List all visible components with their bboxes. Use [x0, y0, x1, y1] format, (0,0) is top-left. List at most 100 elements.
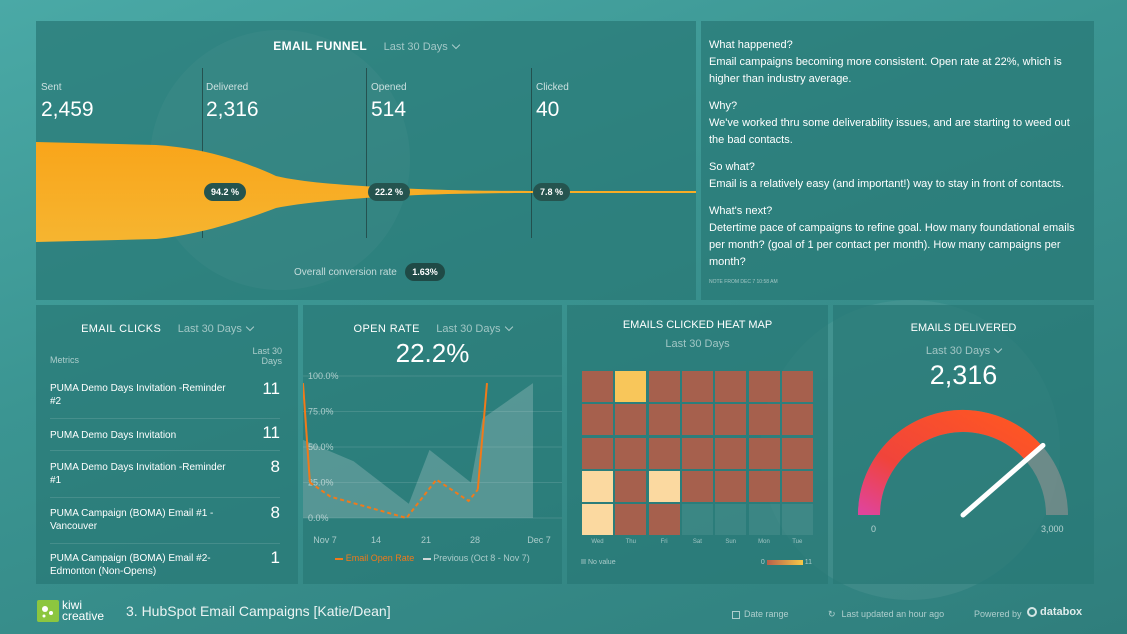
- heatmap-cell[interactable]: [648, 470, 680, 502]
- note-question: What's next?: [709, 205, 773, 217]
- y-tick-label: 25.0%: [308, 478, 334, 488]
- open-rate-range-select[interactable]: Last 30 Days: [436, 322, 513, 335]
- row-name: PUMA Demo Days Invitation -Reminder #1: [50, 462, 226, 486]
- clicks-title: EMAIL CLICKS: [81, 323, 162, 335]
- gauge-fill: [858, 410, 1043, 516]
- delivered-range-select[interactable]: Last 30 Days: [833, 341, 1094, 359]
- clicked-rate-badge: 7.8 %: [533, 183, 571, 201]
- heatmap-cell[interactable]: [648, 504, 680, 536]
- heatmap-cell[interactable]: [582, 470, 613, 502]
- row-name: PUMA Demo Days Invitation -Reminder #2: [50, 383, 226, 407]
- gauge-needle: [960, 442, 1046, 518]
- y-tick-label: 50.0%: [308, 442, 334, 452]
- heatmap-cell[interactable]: [681, 404, 713, 436]
- heatmap-cell[interactable]: [748, 504, 780, 536]
- heatmap-cell[interactable]: [681, 437, 713, 469]
- scale-swatch: [766, 559, 803, 565]
- clicks-range-select[interactable]: Last 30 Days: [178, 322, 255, 335]
- heatmap-cell[interactable]: [648, 371, 680, 402]
- funnel-title: EMAIL FUNNEL: [273, 39, 368, 53]
- x-tick-label: 14: [371, 535, 381, 545]
- heatmap-cell[interactable]: [748, 371, 780, 402]
- metrics-column-header: Metrics: [50, 355, 79, 365]
- funnel-range-select[interactable]: Last 30 Days: [384, 40, 461, 53]
- email-clicks-panel: EMAIL CLICKS Last 30 Days Metrics Last 3…: [36, 305, 298, 584]
- powered-by-label: Powered by: [974, 609, 1022, 619]
- heatmap-cell[interactable]: [681, 504, 713, 536]
- stage-clicked-label: Clicked: [536, 82, 569, 93]
- calendar-icon: [732, 610, 740, 619]
- heatmap-cell[interactable]: [781, 504, 813, 536]
- delivered-rate-badge: 94.2 %: [204, 183, 247, 201]
- heatmap-cell[interactable]: [582, 371, 613, 402]
- heatmap-scale-legend: 0 11: [760, 559, 812, 566]
- heatmap-cell[interactable]: [648, 437, 680, 469]
- heatmap-cell[interactable]: [715, 371, 747, 402]
- legend-swatch: [422, 557, 431, 560]
- table-row[interactable]: PUMA Demo Days Invitation -Reminder #1 8: [50, 451, 280, 498]
- table-row[interactable]: PUMA Campaign (BOMA) Email #2- Edmonton …: [50, 544, 280, 584]
- kiwi-logo-icon: [42, 606, 53, 618]
- conversion-rate: Overall conversion rate 1.63%: [294, 262, 445, 281]
- no-value-swatch: [581, 559, 586, 564]
- footer-bar: kiwi creative 3. HubSpot Email Campaigns…: [0, 590, 1127, 634]
- y-tick-label: 0.0%: [308, 513, 329, 523]
- heatmap-cell[interactable]: [715, 437, 747, 469]
- heatmap-cell[interactable]: [681, 470, 713, 502]
- heatmap-cell[interactable]: [681, 371, 713, 402]
- databox-icon: [1027, 607, 1037, 618]
- heatmap-cell[interactable]: [748, 437, 780, 469]
- table-row[interactable]: PUMA Campaign (BOMA) Email #1 - Vancouve…: [50, 498, 280, 544]
- previous-series-area: [303, 383, 533, 518]
- row-value: 1: [270, 548, 280, 567]
- note-question: Why?: [709, 100, 738, 112]
- heatmap-title: EMAILS CLICKED HEAT MAP: [622, 319, 773, 331]
- stage-clicked-value: 40: [536, 98, 560, 121]
- stage-sent-value: 2,459: [41, 98, 94, 121]
- heatmap-cell[interactable]: [648, 404, 680, 436]
- heatmap-cell[interactable]: [615, 470, 647, 502]
- heatmap-day-label: Sun: [725, 539, 737, 545]
- databox-logo[interactable]: databox: [1027, 606, 1082, 618]
- note-question: What happened?: [709, 39, 793, 51]
- open-rate-series-dashed: [309, 478, 479, 520]
- row-name: PUMA Campaign (BOMA) Email #2- Edmonton …: [50, 553, 211, 577]
- conversion-label: Overall conversion rate: [294, 267, 397, 278]
- delivered-value: 2,316: [929, 360, 998, 390]
- date-range-button[interactable]: Date range: [732, 609, 789, 619]
- heatmap-range-select[interactable]: Last 30 Days: [665, 338, 730, 350]
- chart-legend: Email Open Rate Previous (Oct 8 - Nov 7): [303, 553, 562, 563]
- stage-opened-value: 514: [371, 98, 407, 121]
- heatmap-cell[interactable]: [615, 404, 647, 436]
- period-column-header: Last 30 Days: [252, 346, 282, 366]
- table-row[interactable]: PUMA Demo Days Invitation 11: [50, 419, 280, 451]
- y-tick-label: 100.0%: [308, 371, 339, 381]
- table-row[interactable]: PUMA Demo Days Invitation -Reminder #2 1…: [50, 375, 280, 419]
- legend-current: Email Open Rate: [345, 553, 415, 563]
- heatmap-cell[interactable]: [615, 504, 647, 536]
- dashboard-title: 3. HubSpot Email Campaigns [Katie/Dean]: [126, 603, 391, 619]
- refresh-icon: ↻: [828, 609, 836, 619]
- heatmap-cell[interactable]: [715, 404, 747, 436]
- heatmap-cell[interactable]: [781, 470, 813, 502]
- x-tick-label: 28: [470, 535, 480, 545]
- heatmap-cell[interactable]: [781, 404, 813, 436]
- heatmap-cell[interactable]: [615, 437, 647, 469]
- heatmap-cell[interactable]: [715, 470, 747, 502]
- open-rate-panel: OPEN RATE Last 30 Days 22.2% 100.0% 75.0%…: [303, 305, 562, 584]
- gauge-max-label: 3,000: [1041, 524, 1064, 534]
- logo-text-top: kiwi: [62, 598, 82, 612]
- heatmap-cell[interactable]: [582, 437, 613, 469]
- heatmap-cell[interactable]: [748, 470, 780, 502]
- heatmap-cell[interactable]: [748, 404, 780, 436]
- heatmap-cell[interactable]: [781, 437, 813, 469]
- heatmap-cell[interactable]: [582, 504, 613, 536]
- heatmap-cell[interactable]: [615, 371, 647, 402]
- heatmap-cell[interactable]: [582, 404, 613, 436]
- row-value: 11: [262, 379, 280, 398]
- heatmap-cell[interactable]: [781, 371, 813, 402]
- heatmap-no-value-legend: No value: [581, 559, 616, 566]
- note-answer: Detertime pace of campaigns to refine go…: [709, 222, 1075, 268]
- heatmap-cell[interactable]: [715, 504, 747, 536]
- x-tick-label: Dec 7: [527, 535, 551, 545]
